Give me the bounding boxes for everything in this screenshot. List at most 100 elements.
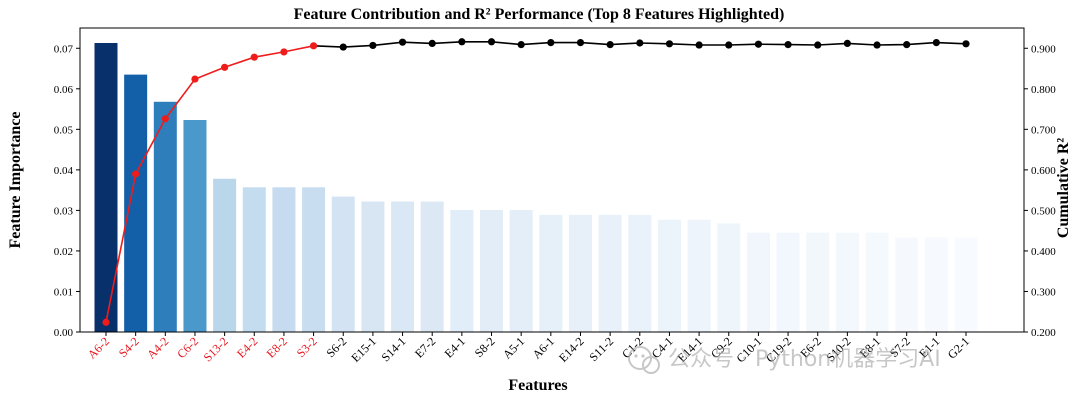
bar-C6-2 <box>183 120 207 332</box>
x-tick-label-E7-2: E7-2 <box>412 334 438 360</box>
bar-A6-1 <box>539 214 563 332</box>
r2-point-G2-1 <box>962 40 970 48</box>
bar-S6-2 <box>331 196 355 332</box>
y-tick-label: 0.01 <box>54 286 73 298</box>
chart-title: Feature Contribution and R² Performance … <box>294 6 785 23</box>
bar-E4-2 <box>242 187 266 332</box>
watermark: 公众号 · Python机器学习AI <box>628 346 941 374</box>
r2-point-A6-2 <box>102 318 110 326</box>
bar-C10-1 <box>746 232 770 332</box>
y-tick-label: 0.04 <box>54 165 74 177</box>
bar-S11-2 <box>598 214 622 332</box>
x-tick-label-S14-1: S14-1 <box>378 334 408 364</box>
r2-point-A4-2 <box>161 115 169 123</box>
plot-area <box>94 38 978 333</box>
r2-point-E8-1 <box>873 41 881 49</box>
y2-tick-label: 0.700 <box>1031 124 1056 136</box>
x-axis-title: Features <box>508 377 567 394</box>
bar-S13-2 <box>213 178 237 332</box>
y-tick-label: 0.06 <box>54 84 74 96</box>
r2-point-S14-1 <box>398 38 407 46</box>
x-tick-label-C6-2: C6-2 <box>174 334 201 361</box>
r2-point-S13-2 <box>221 63 229 71</box>
x-tick-label-S11-2: S11-2 <box>586 334 616 364</box>
bar-E6-2 <box>806 232 830 332</box>
r2-point-E14-1 <box>695 41 703 49</box>
y-tick-label: 0.00 <box>54 327 74 339</box>
bar-G2-1 <box>954 237 978 332</box>
bar-E8-1 <box>865 232 889 332</box>
r2-point-E8-2 <box>280 48 288 56</box>
y2-tick-label: 0.200 <box>1031 327 1056 339</box>
watermark-text: 公众号 · Python机器学习AI <box>668 347 941 372</box>
y-axis-right: 0.200 0.300 0.400 0.500 0.600 0.700 0.800 0.900 <box>1024 43 1056 339</box>
bar-S7-2 <box>895 237 919 332</box>
y2-axis-title: Cumulative R² <box>1055 138 1072 239</box>
wechat-icon <box>628 346 660 374</box>
r2-point-E4-1 <box>458 38 466 46</box>
bar-C9-2 <box>717 223 741 332</box>
x-tick-label-S8-2: S8-2 <box>472 334 498 360</box>
y-tick-label: 0.05 <box>54 124 74 136</box>
bar-S10-2 <box>835 232 859 332</box>
r2-point-S7-2 <box>903 41 911 49</box>
x-tick-label-E14-2: E14-2 <box>556 334 587 365</box>
y2-tick-label: 0.400 <box>1031 246 1056 258</box>
y-tick-label: 0.03 <box>54 205 74 217</box>
x-tick-label-G2-1: G2-1 <box>945 334 972 361</box>
x-tick-label-A6-1: A6-1 <box>530 334 557 361</box>
bar-E7-2 <box>420 201 444 332</box>
bar-E14-2 <box>568 214 592 332</box>
bar-A4-2 <box>153 101 177 333</box>
y2-tick-label: 0.300 <box>1031 286 1056 298</box>
r2-line-highlight <box>105 45 314 323</box>
y-axis-title: Feature Importance <box>7 112 24 249</box>
r2-point-C4-1 <box>665 40 674 48</box>
y-tick-label: 0.02 <box>54 246 73 258</box>
plot-frame <box>79 27 1025 333</box>
bar-E14-1 <box>687 219 711 332</box>
bar-S8-2 <box>480 209 504 332</box>
r2-point-C9-2 <box>725 41 733 49</box>
x-tick-label-S3-2: S3-2 <box>294 334 320 360</box>
x-tick-label-S4-2: S4-2 <box>116 334 142 360</box>
x-tick-label-A5-1: A5-1 <box>500 334 527 361</box>
r2-point-S10-2 <box>843 39 851 48</box>
y2-tick-label: 0.500 <box>1031 205 1056 217</box>
r2-point-C6-2 <box>191 75 199 83</box>
x-tick-label-A6-2: A6-2 <box>85 334 112 361</box>
bar-C1-2 <box>628 214 652 332</box>
bar-E4-1 <box>450 209 474 332</box>
r2-point-C19-2 <box>784 41 792 49</box>
r2-point-S8-2 <box>487 38 496 46</box>
r2-point-S3-2 <box>309 42 318 50</box>
r2-point-S11-2 <box>606 41 614 49</box>
bar-S4-2 <box>124 74 148 332</box>
y2-tick-label: 0.800 <box>1031 84 1056 96</box>
x-tick-label-E4-1: E4-1 <box>442 334 468 360</box>
bar-S14-1 <box>391 201 415 332</box>
r2-point-E15-1 <box>369 41 377 50</box>
r2-point-E6-2 <box>814 41 822 49</box>
r2-point-C1-2 <box>636 39 644 47</box>
bar-A6-2 <box>94 42 118 332</box>
bar-E1-1 <box>924 237 948 332</box>
x-tick-label-S6-2: S6-2 <box>323 334 349 360</box>
r2-point-E4-2 <box>250 53 258 61</box>
r2-point-A5-1 <box>517 41 525 49</box>
r2-point-S6-2 <box>339 43 347 51</box>
r2-point-E1-1 <box>932 38 940 47</box>
x-tick-label-S13-2: S13-2 <box>201 334 231 364</box>
bar-C4-1 <box>657 219 681 332</box>
x-tick-label-E4-2: E4-2 <box>234 334 260 360</box>
r2-point-C10-1 <box>754 40 763 48</box>
r2-point-E7-2 <box>428 39 436 48</box>
x-tick-label-E15-1: E15-1 <box>348 334 379 365</box>
r2-point-S4-2 <box>132 170 140 178</box>
y-axis-left: 0.00 0.01 0.02 0.03 0.04 0.05 0.06 0.07 <box>54 43 80 339</box>
y-tick-label: 0.07 <box>54 43 74 55</box>
r2-point-E14-2 <box>576 38 585 47</box>
bar-C19-2 <box>776 232 800 332</box>
